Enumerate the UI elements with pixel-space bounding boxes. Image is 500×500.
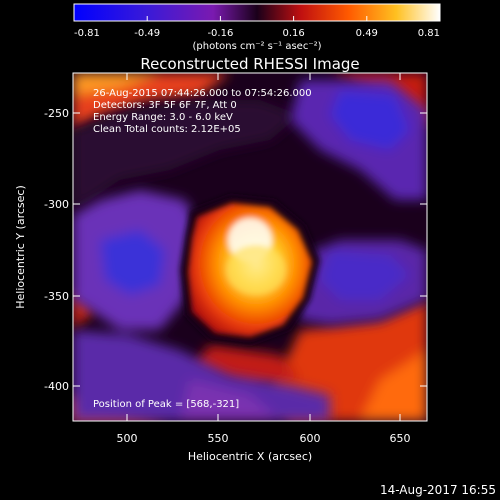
y-tick-label: -350 [44, 290, 69, 303]
y-tick-label: -250 [44, 107, 69, 120]
y-tick-label: -400 [44, 380, 69, 393]
footer-timestamp: 14-Aug-2017 16:55 [380, 483, 496, 497]
rhessi-image [73, 73, 427, 421]
colorbar-tick-label: 0.81 [418, 28, 440, 39]
y-tick-label: -300 [44, 198, 69, 211]
x-tick-labels: 500 550 600 650 [117, 432, 411, 445]
info-line-clean: Clean Total counts: 2.12E+05 [93, 124, 241, 135]
colorbar-tick-label: -0.16 [207, 28, 233, 39]
info-line-time: 26-Aug-2015 07:44:26.000 to 07:54:26.000 [93, 88, 312, 99]
plot-frame [72, 72, 428, 422]
colorbar-tick-label: 0.16 [282, 28, 304, 39]
colorbar-gradient [73, 3, 441, 22]
colorbar: -0.81 -0.49 -0.16 0.16 0.49 0.81 (photons cm⁻… [73, 3, 441, 52]
colorbar-tick-label: -0.49 [134, 28, 160, 39]
info-line-detectors: Detectors: 3F 5F 6F 7F, Att 0 [93, 100, 237, 111]
colorbar-ticks: -0.81 -0.49 -0.16 0.16 0.49 0.81 [73, 16, 441, 39]
x-tick-label: 500 [117, 432, 138, 445]
colorbar-tick-label: -0.81 [74, 28, 100, 39]
x-axis-label: Heliocentric X (arcsec) [188, 450, 312, 463]
colorbar-unit: (photons cm⁻² s⁻¹ asec⁻²) [192, 41, 321, 52]
x-tick-label: 600 [300, 432, 321, 445]
axis-tick-marks [73, 73, 427, 421]
x-tick-label: 550 [208, 432, 229, 445]
colorbar-tick-label: 0.49 [356, 28, 378, 39]
plot-title: Reconstructed RHESSI Image [140, 55, 359, 73]
info-line-energy: Energy Range: 3.0 - 6.0 keV [93, 112, 233, 123]
y-axis-label: Heliocentric Y (arcsec) [14, 185, 27, 309]
y-tick-labels: -250 -300 -350 -400 [44, 107, 69, 393]
info-block: 26-Aug-2015 07:44:26.000 to 07:54:26.000… [93, 88, 312, 135]
peak-position-label: Position of Peak = [568,-321] [93, 399, 239, 410]
x-tick-label: 650 [390, 432, 411, 445]
